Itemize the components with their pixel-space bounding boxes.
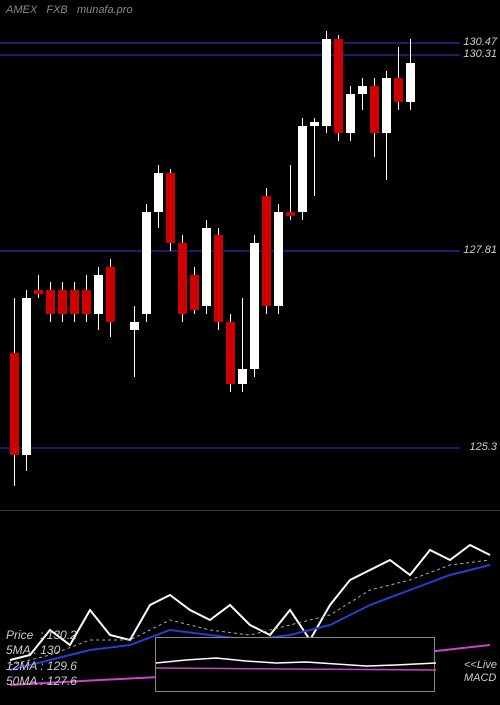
horizontal-line-label: 130.47	[463, 36, 497, 48]
candle	[274, 0, 283, 510]
candle	[382, 0, 391, 510]
candle	[406, 0, 415, 510]
candle	[70, 0, 79, 510]
candle	[94, 0, 103, 510]
inset-svg	[156, 638, 436, 693]
candle	[370, 0, 379, 510]
candle	[262, 0, 271, 510]
candle	[346, 0, 355, 510]
candle	[394, 0, 403, 510]
stat-5ma: 5MA : 130	[6, 643, 77, 659]
horizontal-line-label: 125.3	[469, 441, 497, 453]
candle	[358, 0, 367, 510]
candle	[250, 0, 259, 510]
candle	[202, 0, 211, 510]
candle	[58, 0, 67, 510]
candle	[166, 0, 175, 510]
candle	[334, 0, 343, 510]
stats-box: Price : 130.2 5MA : 130 12MA : 129.6 50M…	[6, 628, 77, 690]
chart-container: AMEX FXB munafa.pro 130.47130.31127.8112…	[0, 0, 500, 700]
inset-line-inset_magenta	[156, 668, 436, 670]
macd-label: <<Live MACD	[464, 659, 497, 685]
candle	[22, 0, 31, 510]
candle	[310, 0, 319, 510]
candle	[298, 0, 307, 510]
inset-line-inset_white	[156, 658, 436, 666]
candle	[214, 0, 223, 510]
horizontal-line-label: 130.31	[463, 48, 497, 60]
candle	[82, 0, 91, 510]
horizontal-line-label: 127.81	[463, 244, 497, 256]
stat-12ma: 12MA : 129.6	[6, 659, 77, 675]
stat-50ma: 50MA : 127.6	[6, 674, 77, 690]
candle	[286, 0, 295, 510]
candle	[226, 0, 235, 510]
candle	[154, 0, 163, 510]
candle	[10, 0, 19, 510]
candle	[142, 0, 151, 510]
stat-price: Price : 130.2	[6, 628, 77, 644]
candle	[46, 0, 55, 510]
candle	[178, 0, 187, 510]
price-chart: 130.47130.31 127.81 125.3	[0, 0, 500, 510]
candle	[34, 0, 43, 510]
candle	[106, 0, 115, 510]
candle	[190, 0, 199, 510]
inset-chart	[155, 637, 435, 692]
candle	[322, 0, 331, 510]
candle	[238, 0, 247, 510]
candle	[130, 0, 139, 510]
